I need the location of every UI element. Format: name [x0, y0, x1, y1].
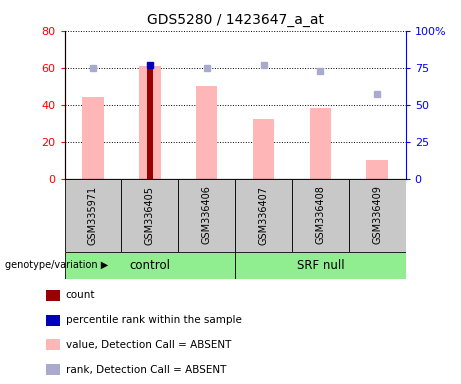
- Bar: [196, 86, 218, 179]
- FancyBboxPatch shape: [349, 179, 406, 252]
- Text: count: count: [66, 290, 95, 300]
- Text: GSM336409: GSM336409: [372, 185, 382, 245]
- Text: rank, Detection Call = ABSENT: rank, Detection Call = ABSENT: [66, 365, 226, 375]
- Text: GSM336408: GSM336408: [315, 185, 325, 245]
- Bar: [310, 108, 331, 179]
- Bar: [82, 97, 104, 179]
- Text: control: control: [130, 259, 170, 272]
- Text: GSM336407: GSM336407: [259, 185, 269, 245]
- Bar: [46, 339, 60, 350]
- FancyBboxPatch shape: [65, 179, 121, 252]
- FancyBboxPatch shape: [121, 179, 178, 252]
- Text: percentile rank within the sample: percentile rank within the sample: [66, 315, 242, 325]
- Title: GDS5280 / 1423647_a_at: GDS5280 / 1423647_a_at: [147, 13, 324, 27]
- FancyBboxPatch shape: [235, 179, 292, 252]
- Text: GSM336406: GSM336406: [201, 185, 212, 245]
- Bar: [366, 160, 388, 179]
- Text: GSM336405: GSM336405: [145, 185, 155, 245]
- FancyBboxPatch shape: [292, 179, 349, 252]
- FancyBboxPatch shape: [235, 252, 406, 279]
- Bar: [147, 66, 153, 179]
- FancyBboxPatch shape: [65, 252, 235, 279]
- Bar: [46, 364, 60, 375]
- Bar: [46, 290, 60, 301]
- Text: genotype/variation ▶: genotype/variation ▶: [5, 260, 108, 270]
- Text: SRF null: SRF null: [296, 259, 344, 272]
- Bar: [46, 315, 60, 326]
- Bar: [253, 119, 274, 179]
- Text: value, Detection Call = ABSENT: value, Detection Call = ABSENT: [66, 340, 231, 350]
- Bar: [139, 66, 160, 179]
- FancyBboxPatch shape: [178, 179, 235, 252]
- Text: GSM335971: GSM335971: [88, 185, 98, 245]
